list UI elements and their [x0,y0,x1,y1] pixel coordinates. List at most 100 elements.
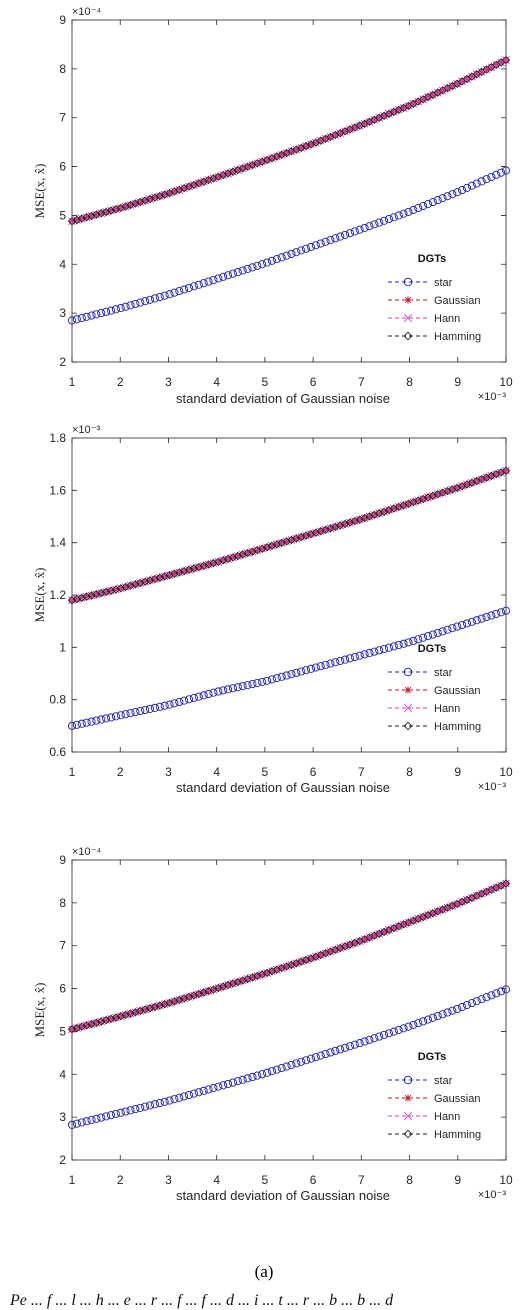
data-point [136,578,145,588]
data-point [214,983,223,993]
data-point [287,1060,296,1069]
data-point [248,160,257,170]
data-point [311,663,320,672]
data-point [82,1117,91,1126]
data-point [243,264,252,273]
data-point [170,997,179,1006]
data-point [253,678,262,688]
data-point [175,995,184,1005]
data-point [472,70,481,79]
data-point [141,297,150,306]
data-point [131,708,140,717]
series-star [67,606,511,730]
data-point [336,232,345,241]
data-point [102,307,111,316]
data-point [448,485,457,494]
data-point [199,691,208,700]
data-point [72,1119,81,1128]
legend: DGTs star Gaussian Hann Hamming [388,253,481,343]
data-point [428,1013,437,1022]
data-point [443,84,452,93]
data-point [424,93,432,102]
data-point [214,274,223,283]
data-point [248,680,257,689]
data-point [379,507,389,516]
data-point [258,260,267,269]
data-point [497,58,506,67]
data-point [77,719,86,728]
data-point [175,185,184,195]
y-tick-label: 8 [59,896,66,910]
data-point [92,590,101,599]
data-point [501,466,511,475]
data-point [170,1095,179,1104]
data-point [443,625,452,634]
data-point [467,617,476,626]
data-point [394,1025,403,1034]
data-point [175,697,184,707]
data-point [404,1022,413,1031]
y-tick-label: 1.2 [49,588,66,602]
data-point [296,532,306,542]
data-point [292,534,301,543]
data-point [238,682,247,691]
data-point [433,628,442,637]
data-point [336,1045,345,1054]
legend-entry: Hamming [434,331,481,343]
x-tick-label: 5 [262,375,269,389]
data-point [414,1019,423,1028]
data-point [380,644,389,654]
data-point [145,194,155,204]
data-point [463,75,471,83]
data-point [165,570,174,580]
data-point [487,611,496,620]
series-hamming [67,55,511,226]
data-point [184,695,194,704]
data-point [414,203,423,213]
data-point [170,569,179,578]
legend-marker [403,721,413,731]
data-point [389,642,398,651]
x-tick-label: 2 [117,765,124,779]
data-point [423,493,433,502]
legend-entry: Gaussian [434,1093,480,1105]
data-point [116,711,125,720]
x-axis-label: standard deviation of Gaussian noise [176,780,390,795]
y-tick-label: 6 [59,982,66,996]
data-point [204,689,213,699]
data-point [223,271,233,280]
data-point [272,255,281,264]
data-point [355,515,364,524]
data-point [121,710,130,719]
data-point [419,201,428,211]
data-point [501,985,511,994]
data-point [214,1082,223,1091]
data-point [248,263,257,272]
chart-panel-1: 1 2 3 4 5 6 7 8 9 10 2 3 4 5 6 7 8 9 ×10⁻⁴ ×10⁻³ standard de… [0,0,528,406]
data-point [111,585,121,594]
data-point [399,639,408,648]
data-point [438,194,447,203]
data-point [219,686,228,695]
data-point [223,980,233,990]
data-point [301,955,311,965]
data-point [204,1085,213,1094]
data-point [97,1017,106,1026]
data-point [433,1011,442,1021]
legend-entry: star [434,667,453,679]
x-tick-label: 7 [358,375,365,389]
data-point [180,285,189,294]
x-tick-label: 4 [213,1173,220,1187]
x-axis-label: standard deviation of Gaussian noise [176,391,390,406]
data-point [106,206,116,215]
data-point [438,86,447,95]
y-tick-label: 7 [59,111,66,125]
data-point [126,1106,135,1115]
data-point [194,179,204,188]
data-point [82,213,91,222]
data-point [409,636,418,645]
data-point [223,554,233,564]
data-point [331,522,340,532]
data-point [399,209,408,218]
